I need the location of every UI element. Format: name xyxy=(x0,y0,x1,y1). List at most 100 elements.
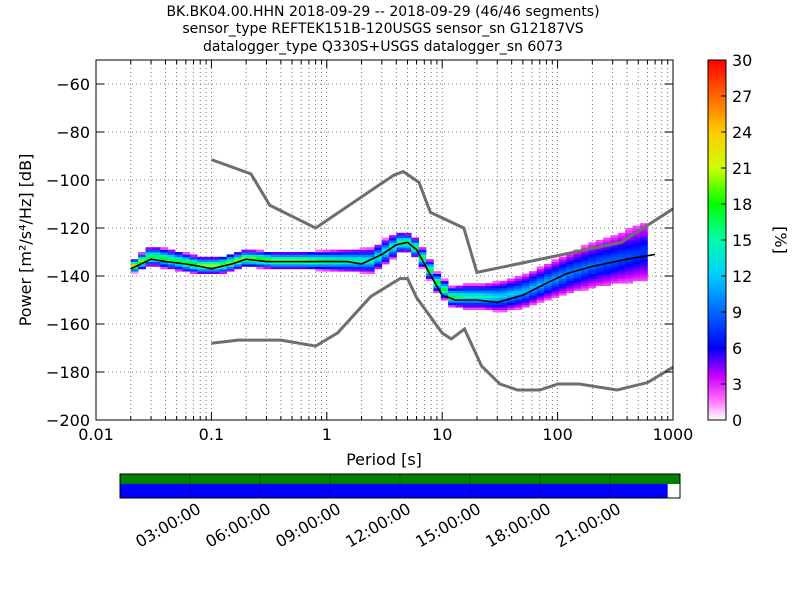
heatmap-cell xyxy=(300,259,309,262)
heatmap-cell xyxy=(300,256,309,260)
heatmap-cell xyxy=(440,290,449,294)
heatmap-cell xyxy=(285,261,294,265)
heatmap-cell xyxy=(293,259,301,262)
plot-frame xyxy=(95,59,674,421)
heatmap-cell xyxy=(337,266,346,270)
heatmap-cell xyxy=(278,252,287,255)
heatmap-cell xyxy=(603,280,611,284)
heatmap-cell xyxy=(256,249,264,253)
heatmap-cell xyxy=(625,237,634,241)
heatmap-cell xyxy=(381,247,390,250)
heatmap-cell xyxy=(211,259,220,262)
heatmap-cell xyxy=(588,271,597,274)
heatmap-cell xyxy=(256,252,264,255)
y-axis-ticks: −200 −180 −160 −140 −120 −100 −80 −60 xyxy=(46,75,673,430)
heatmap-cell xyxy=(307,259,316,262)
heatmap-cell xyxy=(544,297,552,301)
heatmap-cell xyxy=(130,261,139,265)
heatmap-cell xyxy=(544,271,552,274)
heatmap-cell xyxy=(536,283,545,286)
heatmap-cell xyxy=(625,247,634,250)
heatmap-cell xyxy=(270,266,279,270)
heatmap-cell xyxy=(344,249,353,253)
heatmap-cell xyxy=(352,268,360,272)
heatmap-cell xyxy=(248,249,257,253)
heatmap-cell xyxy=(507,288,515,291)
colorbar-ticks: 0 3 6 9 12 15 18 21 24 27 30 xyxy=(721,51,752,430)
heatmap-cell xyxy=(632,232,641,236)
heatmap-cell xyxy=(263,264,272,267)
heatmap-cell xyxy=(566,288,574,291)
heatmap-cell xyxy=(293,261,301,265)
heatmap-cell xyxy=(396,240,405,243)
heatmap-cell xyxy=(241,261,250,265)
heatmap-cell xyxy=(603,283,611,286)
heatmap-cell xyxy=(617,266,626,270)
heatmap-cell xyxy=(359,268,368,272)
heatmap-cell xyxy=(411,240,419,243)
heatmap-cell xyxy=(344,254,353,258)
heatmap-cell xyxy=(640,276,648,279)
heatmap-cell xyxy=(625,228,634,231)
colorbar-tick-label: 30 xyxy=(732,51,752,70)
heatmap-cell xyxy=(307,254,316,258)
heatmap-cell xyxy=(625,240,634,243)
heatmap-cell xyxy=(330,252,338,255)
heatmap-cell xyxy=(455,297,464,301)
heatmap-cell xyxy=(566,266,574,270)
plot-curves xyxy=(130,158,673,392)
heatmap-cell xyxy=(470,295,479,298)
heatmap-cell xyxy=(617,242,626,246)
heatmap-cell xyxy=(551,288,560,291)
heatmap-cell xyxy=(344,266,353,270)
heatmap-cell xyxy=(366,259,375,262)
heatmap-cell xyxy=(603,249,611,253)
heatmap-cell xyxy=(521,297,530,301)
heatmap-cell xyxy=(374,244,383,248)
heatmap-cell xyxy=(595,278,604,282)
heatmap-cell xyxy=(632,266,641,270)
heatmap-cell xyxy=(551,266,560,270)
heatmap-cell xyxy=(462,300,471,303)
heatmap-cell xyxy=(558,268,567,272)
x-tick-label: 10 xyxy=(432,425,452,444)
heatmap-cell xyxy=(610,276,619,279)
heatmap-cell xyxy=(211,271,220,274)
heatmap-cell xyxy=(182,268,191,272)
heatmap-cell xyxy=(389,240,397,243)
heatmap-cell xyxy=(580,278,589,282)
heatmap-cell xyxy=(248,254,257,258)
heatmap-cell xyxy=(248,264,257,267)
heatmap-cell xyxy=(448,300,456,303)
heatmap-cell xyxy=(595,254,604,258)
heatmap-cell xyxy=(189,261,198,265)
heatmap-cell xyxy=(175,259,183,262)
heatmap-cell xyxy=(521,290,530,294)
heatmap-cell xyxy=(322,261,331,265)
heatmap-cell xyxy=(625,278,634,282)
heatmap-cell xyxy=(610,247,619,250)
heatmap-cell xyxy=(219,266,228,270)
heatmap-cell xyxy=(521,304,530,308)
heatmap-cell xyxy=(588,273,597,277)
heatmap-cell xyxy=(433,276,442,279)
heatmap-cell xyxy=(366,247,375,250)
heatmap-cell xyxy=(160,249,169,253)
heatmap-cell xyxy=(182,266,191,270)
heatmap-cell xyxy=(529,280,538,284)
heatmap-cell xyxy=(499,304,508,308)
heatmap-cell xyxy=(551,268,560,272)
heatmap-cell xyxy=(285,256,294,260)
heatmap-cell xyxy=(381,237,390,241)
heatmap-cell xyxy=(418,256,427,260)
heatmap-cell xyxy=(529,283,538,286)
heatmap-cell xyxy=(315,259,324,262)
heatmap-cell xyxy=(632,225,641,229)
heatmap-cell xyxy=(610,240,619,243)
heatmap-cell xyxy=(381,244,390,248)
heatmap-cell xyxy=(374,247,383,250)
heatmap-cell xyxy=(610,264,619,267)
title-line-1: BK.BK04.00.HHN 2018-09-29 -- 2018-09-29 … xyxy=(166,4,599,20)
heatmap-cell xyxy=(603,237,611,241)
heatmap-cell xyxy=(603,240,611,243)
